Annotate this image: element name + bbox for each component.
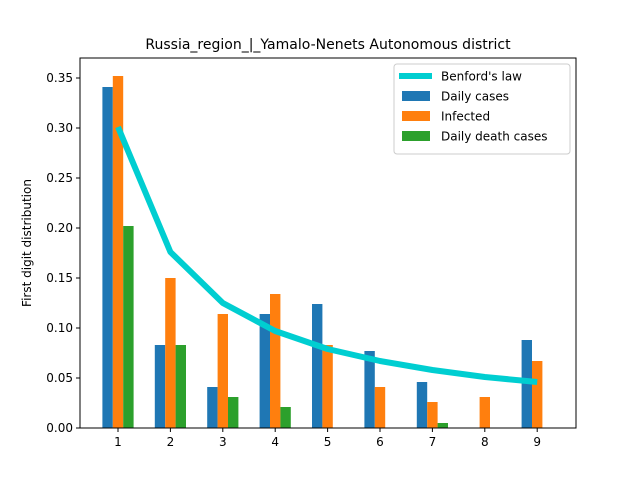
bar-daily-death-cases-2 xyxy=(175,345,186,428)
bars-layer xyxy=(102,76,543,428)
y-tick-label: 0.25 xyxy=(46,171,73,185)
y-ticks: 0.00 0.05 0.10 0.15 0.20 0.25 0.30 0.35 xyxy=(46,71,80,435)
legend-box xyxy=(393,63,571,155)
chart-title: Russia_region_|_Yamalo-Nenets Autonomous… xyxy=(145,37,511,53)
y-tick-label: 0.20 xyxy=(46,221,73,235)
bar-daily-death-cases-7 xyxy=(437,423,448,428)
y-tick-label: 0.00 xyxy=(46,421,73,435)
bar-daily-cases-6 xyxy=(364,351,375,428)
plot-frame xyxy=(79,57,577,429)
benfords-law-line xyxy=(115,125,538,385)
legend-swatch xyxy=(402,111,430,121)
x-tick-label: 3 xyxy=(219,435,227,449)
x-ticks: 1 2 3 4 5 6 7 8 9 xyxy=(114,428,541,449)
y-tick-label: 0.10 xyxy=(46,321,73,335)
legend-label: Infected xyxy=(441,110,490,124)
bar-daily-death-cases-4 xyxy=(280,407,291,428)
x-tick-label: 2 xyxy=(167,435,175,449)
bar-infected-4 xyxy=(270,294,281,428)
bar-daily-cases-2 xyxy=(154,345,166,428)
bar-daily-death-cases-1 xyxy=(123,226,134,428)
x-tick-label: 9 xyxy=(533,435,541,449)
bar-daily-cases-3 xyxy=(207,387,218,428)
legend-label: Daily cases xyxy=(441,90,509,104)
y-tick-label: 0.35 xyxy=(46,71,73,85)
x-tick-label: 7 xyxy=(429,435,437,449)
legend-swatch xyxy=(402,131,430,141)
bar-infected-6 xyxy=(374,387,386,428)
y-tick-label: 0.15 xyxy=(46,271,73,285)
bar-infected-1 xyxy=(112,76,124,428)
x-tick-label: 6 xyxy=(376,435,384,449)
legend-label: Daily death cases xyxy=(441,130,548,144)
y-tick-label: 0.05 xyxy=(46,371,73,385)
y-axis-label: First digit distribution xyxy=(20,179,34,307)
bar-infected-3 xyxy=(217,314,228,428)
bar-infected-9 xyxy=(532,361,543,428)
bar-daily-cases-5 xyxy=(312,304,323,428)
bar-daily-cases-4 xyxy=(259,314,270,428)
legend-swatch xyxy=(402,91,430,101)
y-tick-label: 0.30 xyxy=(46,121,73,135)
bar-infected-5 xyxy=(322,345,333,428)
bar-infected-2 xyxy=(165,278,176,428)
bar-daily-cases-1 xyxy=(102,87,113,428)
legend-label: Benford's law xyxy=(441,70,522,84)
x-tick-label: 8 xyxy=(481,435,489,449)
bar-daily-death-cases-3 xyxy=(228,397,239,428)
x-tick-label: 1 xyxy=(114,435,122,449)
bar-daily-cases-7 xyxy=(416,382,428,428)
bar-infected-8 xyxy=(479,397,490,428)
x-tick-label: 5 xyxy=(324,435,332,449)
x-tick-label: 4 xyxy=(271,435,279,449)
line-layer xyxy=(115,125,538,385)
bar-infected-7 xyxy=(427,402,438,428)
legend: Benford's law Daily cases Infected Daily de… xyxy=(393,63,571,155)
